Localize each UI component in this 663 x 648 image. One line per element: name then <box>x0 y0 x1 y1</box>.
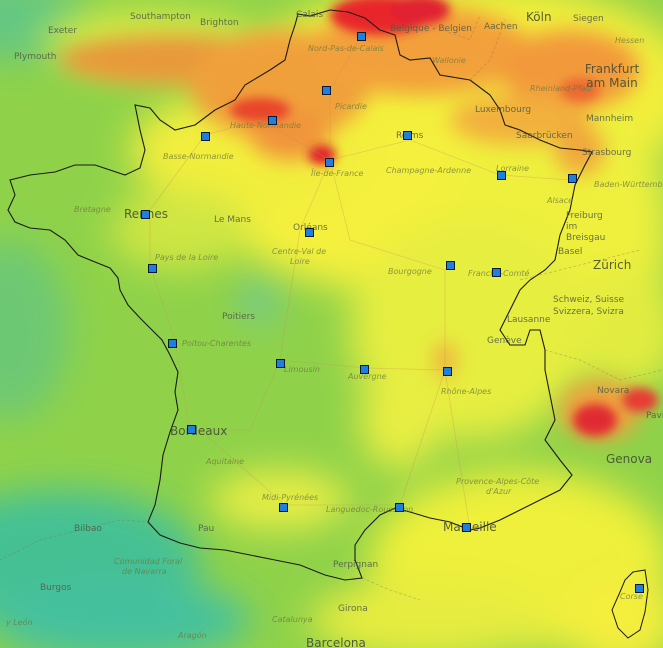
station-marker-rouen[interactable] <box>268 116 277 125</box>
station-marker-besancon[interactable] <box>492 268 501 277</box>
station-marker-orleans[interactable] <box>305 228 314 237</box>
station-marker-montpellier[interactable] <box>395 503 404 512</box>
station-marker-clermont[interactable] <box>360 365 369 374</box>
station-marker-limoges[interactable] <box>276 359 285 368</box>
station-marker-metz[interactable] <box>497 171 506 180</box>
station-marker-toulouse[interactable] <box>279 503 288 512</box>
station-marker-dijon[interactable] <box>446 261 455 270</box>
corsica-outline <box>611 569 649 639</box>
station-marker-nantes[interactable] <box>148 264 157 273</box>
station-marker-caen[interactable] <box>201 132 210 141</box>
station-marker-lille[interactable] <box>357 32 366 41</box>
station-marker-rennes[interactable] <box>141 210 150 219</box>
station-marker-strasbourg[interactable] <box>568 174 577 183</box>
station-marker-ajaccio[interactable] <box>635 584 644 593</box>
station-marker-lyon[interactable] <box>443 367 452 376</box>
france-border <box>7 9 593 581</box>
station-marker-reims[interactable] <box>403 131 412 140</box>
station-marker-paris[interactable] <box>325 158 334 167</box>
station-marker-marseille[interactable] <box>462 523 471 532</box>
station-marker-la-rochelle[interactable] <box>168 339 177 348</box>
station-marker-bordeaux[interactable] <box>187 425 196 434</box>
station-marker-amiens[interactable] <box>322 86 331 95</box>
